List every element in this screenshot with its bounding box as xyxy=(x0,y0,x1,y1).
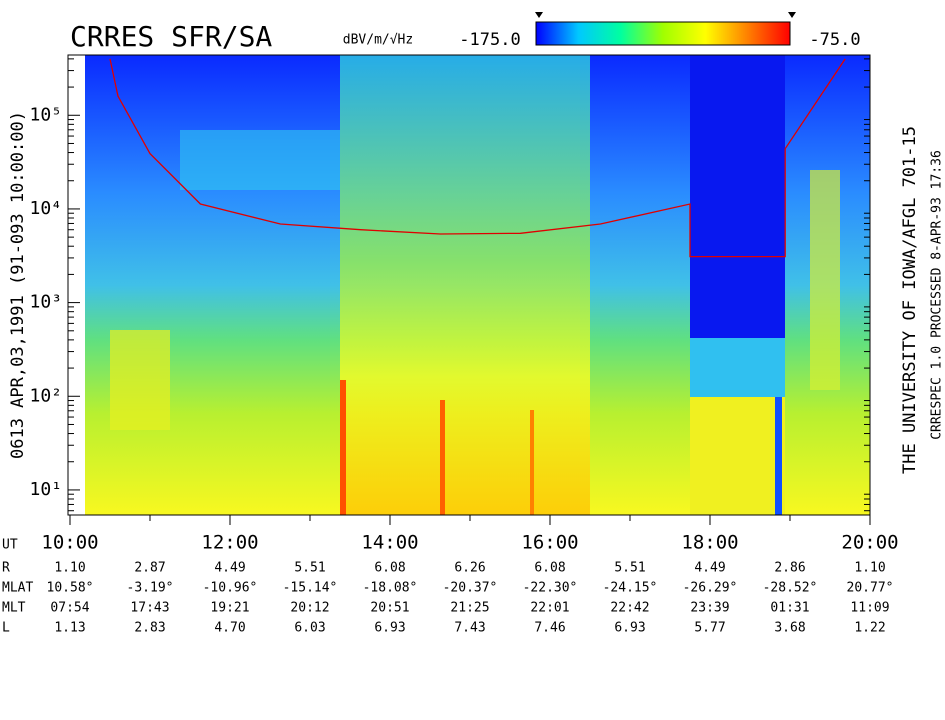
cell: 2.87 xyxy=(134,561,165,576)
x-tick-label: 10:00 xyxy=(41,532,98,554)
cell: 6.08 xyxy=(374,561,405,576)
cell: 6.93 xyxy=(374,621,405,636)
cell: 01:31 xyxy=(770,601,809,616)
row-label: MLAT xyxy=(2,581,33,596)
colorbar-max: -75.0 xyxy=(809,30,860,50)
y-tick-label: 10⁵ xyxy=(29,104,62,125)
y-tick-label: 10³ xyxy=(29,292,62,313)
colorbar-min: -175.0 xyxy=(459,30,520,50)
cell: 21:25 xyxy=(450,601,489,616)
fce-line xyxy=(109,58,846,258)
cell: 1.22 xyxy=(854,621,885,636)
cell: 1.13 xyxy=(54,621,85,636)
cell: 4.70 xyxy=(214,621,245,636)
cell: 6.93 xyxy=(614,621,645,636)
cell: -15.14° xyxy=(283,581,338,596)
cell: -28.52° xyxy=(763,581,818,596)
spectrogram xyxy=(85,55,870,515)
cell: -10.96° xyxy=(203,581,258,596)
plot-frame xyxy=(67,54,871,516)
cell: 23:39 xyxy=(690,601,729,616)
colorbar-pointer xyxy=(535,12,796,18)
cell: 1.10 xyxy=(854,561,885,576)
chart-title: CRRES SFR/SA xyxy=(70,20,272,53)
cell: 07:54 xyxy=(50,601,89,616)
cell: -3.19° xyxy=(127,581,174,596)
cell: 7.46 xyxy=(534,621,565,636)
x-tick-label: 14:00 xyxy=(361,532,418,554)
cell: 17:43 xyxy=(130,601,169,616)
cell: 3.68 xyxy=(774,621,805,636)
cell: 11:09 xyxy=(850,601,889,616)
cell: 5.77 xyxy=(694,621,725,636)
y-tick-label: 10⁴ xyxy=(29,198,62,219)
y-tick-label: 10¹ xyxy=(29,479,62,500)
cell: 22:01 xyxy=(530,601,569,616)
x-tick-label: 20:00 xyxy=(841,532,898,554)
colorbar xyxy=(535,21,791,46)
cell: 5.51 xyxy=(294,561,325,576)
cell: 22:42 xyxy=(610,601,649,616)
row-label: MLT xyxy=(2,601,26,616)
cell: 4.49 xyxy=(214,561,245,576)
cell: -18.08° xyxy=(363,581,418,596)
cell: 2.83 xyxy=(134,621,165,636)
x-tick-label: 16:00 xyxy=(521,532,578,554)
cell: 2.86 xyxy=(774,561,805,576)
cell: 6.03 xyxy=(294,621,325,636)
x-tick-label: 12:00 xyxy=(201,532,258,554)
cell: 4.49 xyxy=(694,561,725,576)
colorbar-unit: dBV/m/√Hz xyxy=(343,33,413,48)
x-tick-label: 18:00 xyxy=(681,532,738,554)
row-label: L xyxy=(2,621,10,636)
cell: -24.15° xyxy=(603,581,658,596)
cell: 20:51 xyxy=(370,601,409,616)
y-tick-label: 10² xyxy=(29,385,62,406)
right-note: CRRESPEC 1.0 PROCESSED 8-APR-93 17:36 xyxy=(930,150,945,440)
cell: 20.77° xyxy=(847,581,894,596)
row-label: R xyxy=(2,561,10,576)
cell: 1.10 xyxy=(54,561,85,576)
cell: -20.37° xyxy=(443,581,498,596)
cell: 7.43 xyxy=(454,621,485,636)
cell: 5.51 xyxy=(614,561,645,576)
cell: 20:12 xyxy=(290,601,329,616)
left-label: 0613 APR,03,1991 (91-093 10:00:00) xyxy=(8,111,28,459)
axes: 10¹ 10² 10³ 10⁴ 10⁵ 10:00 12:00 14:00 16:00 18:00… xyxy=(2,58,899,636)
cell: 6.26 xyxy=(454,561,485,576)
row-label: UT xyxy=(2,538,18,553)
cell: 10.58° xyxy=(47,581,94,596)
cell: 6.08 xyxy=(534,561,565,576)
right-label: THE UNIVERSITY OF IOWA/AFGL 701-15 xyxy=(900,126,920,474)
cell: 19:21 xyxy=(210,601,249,616)
cell: -22.30° xyxy=(523,581,578,596)
cell: -26.29° xyxy=(683,581,738,596)
